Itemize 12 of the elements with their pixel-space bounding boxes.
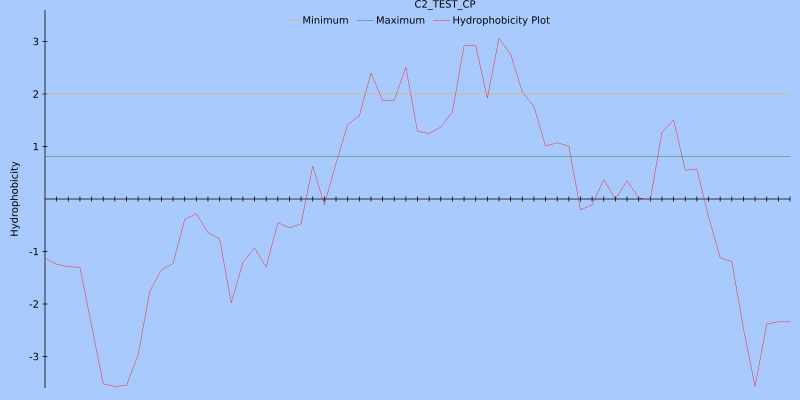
legend-label: Hydrophobicity Plot bbox=[453, 16, 550, 26]
chart-title: C2_TEST_CP bbox=[415, 0, 476, 10]
y-tick-label: 2 bbox=[33, 90, 38, 98]
line-series bbox=[45, 38, 790, 387]
legend-label: Maximum bbox=[376, 16, 424, 24]
y-axis-title: Hydrophobicity bbox=[10, 161, 20, 236]
legend-label: Minimum bbox=[303, 16, 348, 24]
y-tick-label: 3 bbox=[33, 38, 38, 46]
y-tick-label: 1 bbox=[34, 142, 38, 150]
y-tick-label: -2 bbox=[30, 300, 38, 308]
y-tick-label: -3 bbox=[30, 352, 38, 360]
y-tick-label: -1 bbox=[30, 248, 38, 256]
